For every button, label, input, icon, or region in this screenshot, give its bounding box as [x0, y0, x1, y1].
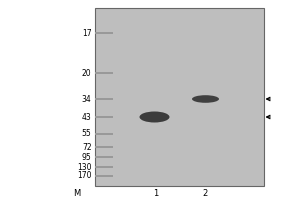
Text: 1: 1 [153, 189, 159, 198]
Text: 34: 34 [82, 95, 92, 104]
Ellipse shape [192, 95, 219, 103]
Text: M: M [73, 189, 80, 198]
Text: 55: 55 [82, 130, 92, 138]
Bar [95, 133, 113, 135]
Ellipse shape [140, 112, 169, 122]
Bar [95, 156, 113, 158]
Bar [95, 98, 113, 100]
Text: 72: 72 [82, 142, 92, 152]
Text: 20: 20 [82, 68, 92, 77]
Bar [95, 166, 113, 168]
Text: 17: 17 [82, 28, 92, 38]
Bar [95, 32, 113, 34]
Text: 170: 170 [77, 171, 92, 180]
Text: 43: 43 [82, 112, 92, 121]
Text: 95: 95 [82, 152, 92, 162]
Text: 130: 130 [77, 162, 92, 171]
Bar [95, 175, 113, 177]
Bar [94, 8, 264, 186]
Bar [95, 146, 113, 148]
Bar [95, 72, 113, 74]
Bar [95, 116, 113, 118]
Text: 2: 2 [203, 189, 208, 198]
